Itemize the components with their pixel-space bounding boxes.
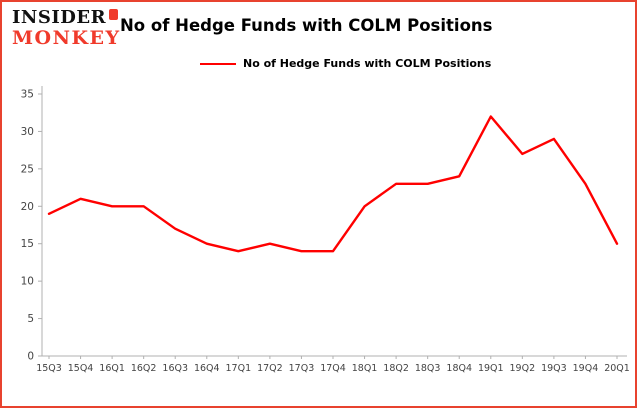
chart-legend: No of Hedge Funds with COLM Positions — [200, 57, 491, 70]
y-tick-label: 10 — [21, 276, 34, 288]
logo-insider-text: INSIDER — [12, 9, 121, 27]
y-tick-label: 30 — [21, 126, 34, 138]
logo-insider-word: INSIDER — [12, 7, 107, 28]
x-tick-label: 16Q3 — [162, 363, 188, 374]
x-tick-label: 17Q2 — [257, 363, 283, 374]
legend-line-swatch — [200, 62, 236, 65]
x-tick-label: 16Q2 — [131, 363, 157, 374]
legend-label: No of Hedge Funds with COLM Positions — [243, 57, 492, 70]
x-tick-label: 18Q4 — [446, 363, 472, 374]
x-tick-label: 18Q1 — [352, 363, 378, 374]
x-tick-label: 18Q2 — [383, 363, 409, 374]
x-tick-label: 16Q4 — [194, 363, 220, 374]
insider-monkey-logo: INSIDER MONKEY — [12, 9, 121, 48]
x-tick-label: 17Q3 — [289, 363, 315, 374]
x-tick-label: 17Q4 — [320, 363, 346, 374]
x-tick-label: 19Q3 — [541, 363, 567, 374]
x-tick-label: 15Q4 — [68, 363, 94, 374]
x-tick-label: 18Q3 — [415, 363, 441, 374]
y-tick-label: 20 — [21, 201, 34, 213]
y-tick-label: 35 — [21, 89, 34, 101]
chart-area: 0 5 10 15 20 25 30 35 15Q3 15Q4 16Q1 16Q2 16Q3 16Q4 17… — [2, 74, 635, 404]
series-line — [47, 115, 619, 253]
x-tick-label: 16Q1 — [99, 363, 125, 374]
y-tick-label: 0 — [27, 351, 34, 363]
page-title: No of Hedge Funds with COLM Positions — [120, 16, 493, 35]
logo-monkey-text: MONKEY — [12, 27, 121, 49]
x-tick-label: 17Q1 — [226, 363, 252, 374]
x-tick-label: 15Q3 — [36, 363, 62, 374]
x-tick-label: 19Q1 — [478, 363, 504, 374]
x-tick-label: 20Q1 — [604, 363, 630, 374]
y-tick-label: 15 — [21, 238, 34, 250]
y-tick-label: 5 — [27, 313, 34, 325]
x-tick-label: 19Q4 — [573, 363, 599, 374]
line-chart: 0 5 10 15 20 25 30 35 15Q3 15Q4 16Q1 16Q2 16Q3 16Q4 17… — [21, 86, 630, 374]
logo-mark-icon — [109, 9, 119, 20]
y-tick-label: 25 — [21, 163, 34, 175]
x-tick-label: 19Q2 — [510, 363, 536, 374]
